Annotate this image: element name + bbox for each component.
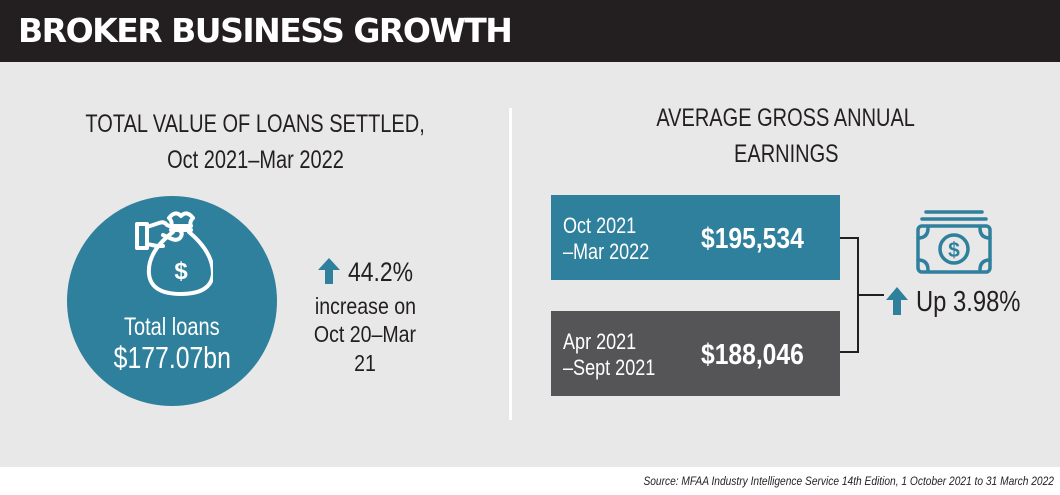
earnings-box-previous: Apr 2021 –Sept 2021 $188,046 bbox=[551, 311, 840, 396]
header-banner: BROKER BUSINESS GROWTH bbox=[0, 0, 1060, 62]
earnings-change: Up 3.98% bbox=[886, 285, 1043, 319]
loans-change: 44.2% bbox=[318, 256, 424, 288]
earnings-box-current: Oct 2021 –Mar 2022 $195,534 bbox=[551, 195, 840, 280]
loans-heading: TOTAL VALUE OF LOANS SETTLED, Oct 2021–M… bbox=[0, 106, 510, 178]
earnings-value: $195,534 bbox=[701, 223, 804, 255]
comparison-bracket bbox=[840, 237, 884, 353]
earnings-value: $188,046 bbox=[701, 339, 804, 371]
earnings-change-label: Up 3.98% bbox=[916, 286, 1021, 318]
loans-change-text-2: Oct 20–Mar 21 bbox=[313, 321, 417, 376]
loans-heading-line2: Oct 2021–Mar 2022 bbox=[166, 146, 344, 174]
period-line2: –Mar 2022 bbox=[563, 239, 650, 264]
up-arrow-icon bbox=[886, 287, 908, 315]
source-note: Source: MFAA Industry Intelligence Servi… bbox=[643, 474, 1054, 488]
section-divider bbox=[509, 108, 512, 420]
earnings-heading-line2: EARNINGS bbox=[733, 140, 839, 168]
earnings-heading: AVERAGE GROSS ANNUAL EARNINGS bbox=[512, 100, 1060, 172]
up-arrow-icon bbox=[318, 258, 340, 284]
period-line2: –Sept 2021 bbox=[563, 355, 656, 380]
svg-text:$: $ bbox=[174, 258, 188, 285]
page-title: BROKER BUSINESS GROWTH bbox=[18, 11, 513, 50]
period-line1: Apr 2021 bbox=[563, 329, 637, 354]
earnings-heading-line1: AVERAGE GROSS ANNUAL bbox=[656, 104, 916, 132]
loans-change-value: 44.2% bbox=[347, 257, 413, 287]
money-bag-icon: $ bbox=[135, 211, 213, 296]
total-loans-label: Total loans bbox=[124, 313, 220, 341]
svg-text:$: $ bbox=[948, 239, 960, 262]
loans-heading-line1: TOTAL VALUE OF LOANS SETTLED, bbox=[85, 110, 425, 138]
period-line1: Oct 2021 bbox=[563, 213, 637, 238]
loans-change-text-1: increase on bbox=[314, 293, 416, 319]
total-loans-value: $177.07bn bbox=[113, 340, 231, 375]
banknote-icon: $ bbox=[916, 210, 992, 274]
